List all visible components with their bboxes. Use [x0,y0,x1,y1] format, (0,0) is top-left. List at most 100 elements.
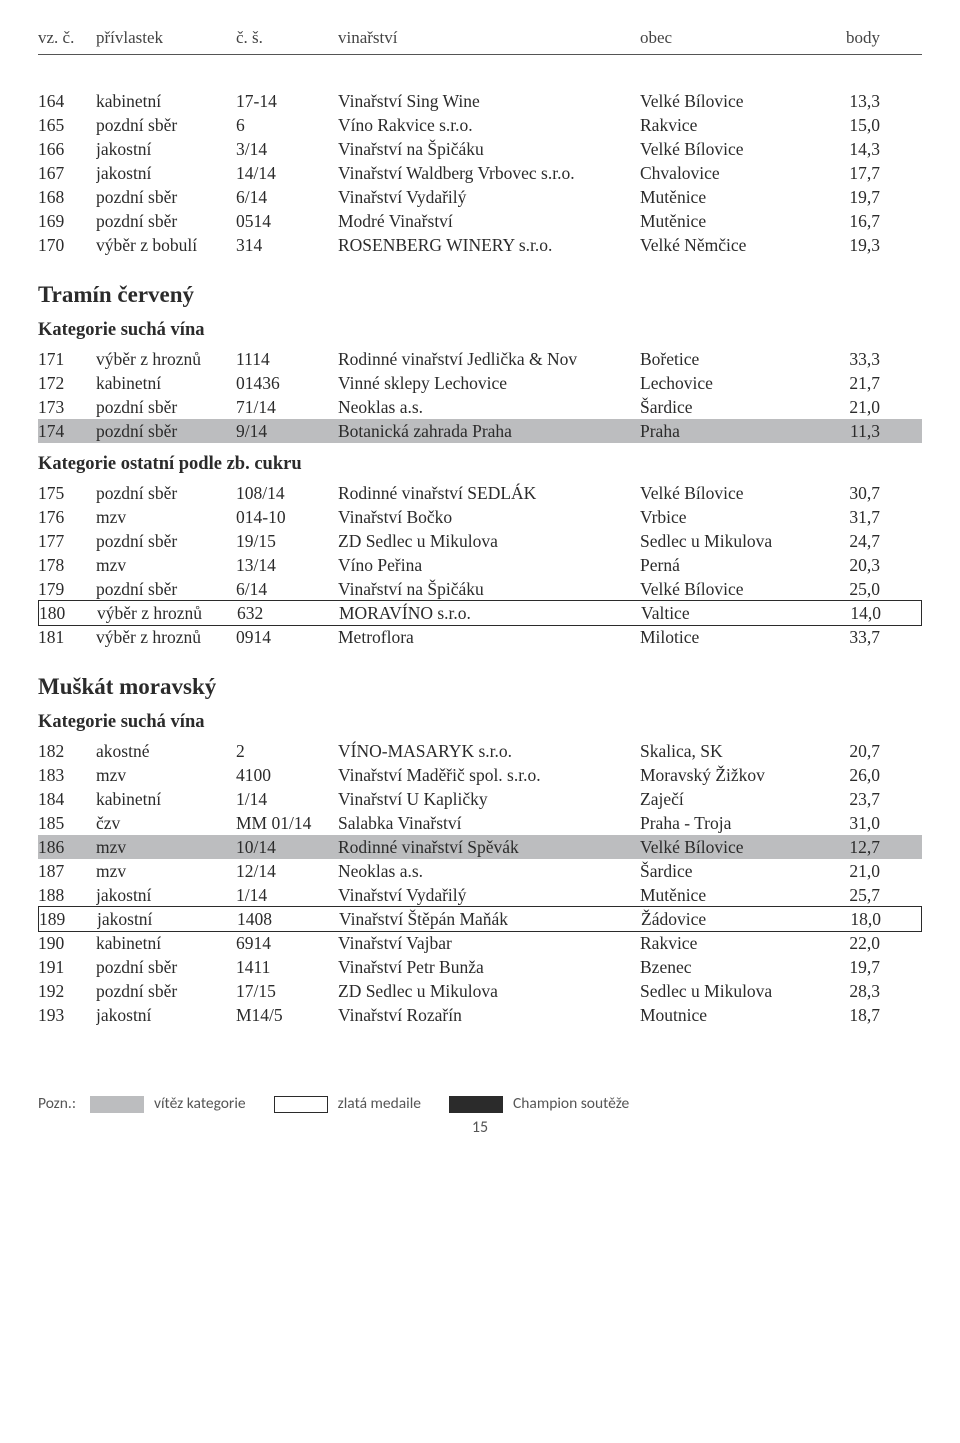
cell: 25,7 [820,885,880,906]
cell: Velké Bílovice [640,579,820,600]
cell: Vinařství Bočko [338,507,640,528]
cell: mzv [96,861,236,882]
table-row: 187mzv12/14Neoklas a.s.Šardice21,0 [38,859,922,883]
table-row: 193jakostníM14/5Vinařství RozařínMoutnic… [38,1003,922,1027]
cell: 174 [38,421,96,442]
cell: Neoklas a.s. [338,397,640,418]
cell: pozdní sběr [96,397,236,418]
cell: Mutěnice [640,885,820,906]
cell: 187 [38,861,96,882]
cell: 21,0 [820,397,880,418]
cell: Vrbice [640,507,820,528]
cell: Víno Rakvice s.r.o. [338,115,640,136]
cell: 182 [38,741,96,762]
cell: 19,3 [820,235,880,256]
table-row: 172kabinetní01436Vinné sklepy LechoviceL… [38,371,922,395]
cell: 164 [38,91,96,112]
cell: 186 [38,837,96,858]
cell: 170 [38,235,96,256]
cell: 6/14 [236,187,338,208]
cell: Neoklas a.s. [338,861,640,882]
cell: 1/14 [236,789,338,810]
cell: Rakvice [640,933,820,954]
cell: jakostní [96,163,236,184]
cell: pozdní sběr [96,579,236,600]
cell: 189 [39,909,97,930]
cell: 6914 [236,933,338,954]
cell: 167 [38,163,96,184]
cell: Chvalovice [640,163,820,184]
header-col-privlastek: přívlastek [96,28,236,48]
cell: pozdní sběr [96,187,236,208]
cell: 33,3 [820,349,880,370]
cell: 184 [38,789,96,810]
legend-swatch [274,1096,328,1113]
cell: výběr z hroznů [96,627,236,648]
table-row: 190kabinetní6914Vinařství VajbarRakvice2… [38,931,922,955]
cell: kabinetní [96,373,236,394]
table-header: vz. č. přívlastek č. š. vinařství obec b… [38,28,922,55]
table-row: 173pozdní sběr71/14Neoklas a.s.Šardice21… [38,395,922,419]
cell: 21,7 [820,373,880,394]
cell: MORAVÍNO s.r.o. [339,603,641,624]
table-row: 183mzv4100Vinařství Maděřič spol. s.r.o.… [38,763,922,787]
cell: výběr z bobulí [96,235,236,256]
cell: 1114 [236,349,338,370]
section-title: Tramín červený [38,281,922,309]
cell: 17,7 [820,163,880,184]
cell: jakostní [96,1005,236,1026]
cell: 1/14 [236,885,338,906]
cell: čzv [96,813,236,834]
cell: 01436 [236,373,338,394]
cell: 171 [38,349,96,370]
cell: 18,0 [821,909,881,930]
cell: ROSENBERG WINERY s.r.o. [338,235,640,256]
category-title: Kategorie suchá vína [38,319,922,341]
cell: Vinařství Štěpán Maňák [339,909,641,930]
cell: 165 [38,115,96,136]
cell: výběr z hroznů [97,603,237,624]
table-row: 191pozdní sběr1411Vinařství Petr BunžaBz… [38,955,922,979]
cell: mzv [96,555,236,576]
category-title: Kategorie suchá vína [38,711,922,733]
table-row: 185čzvMM 01/14Salabka VinařstvíPraha - T… [38,811,922,835]
table-row: 180výběr z hroznů632MORAVÍNO s.r.o.Valti… [38,600,922,626]
cell: 9/14 [236,421,338,442]
cell: 014-10 [236,507,338,528]
cell: Bzenec [640,957,820,978]
table-row: 167jakostní14/14Vinařství Waldberg Vrbov… [38,161,922,185]
cell: Vinařství Waldberg Vrbovec s.r.o. [338,163,640,184]
cell: 30,7 [820,483,880,504]
table-row: 168pozdní sběr6/14Vinařství VydařilýMutě… [38,185,922,209]
footer-label: Pozn.: [38,1095,76,1114]
cell: kabinetní [96,91,236,112]
cell: 314 [236,235,338,256]
cell: Vinařství na Špičáku [338,139,640,160]
cell: Vinařství Rozařín [338,1005,640,1026]
legend-swatch [449,1096,503,1113]
cell: pozdní sběr [96,421,236,442]
table-row: 177pozdní sběr19/15ZD Sedlec u MikulovaS… [38,529,922,553]
legend-text: vítěz kategorie [154,1094,246,1113]
cell: Vinařství Sing Wine [338,91,640,112]
table-row: 189jakostní1408Vinařství Štěpán MaňákŽád… [38,906,922,932]
cell: 25,0 [820,579,880,600]
cell: mzv [96,837,236,858]
cell: 2 [236,741,338,762]
cell: 24,7 [820,531,880,552]
cell: 18,7 [820,1005,880,1026]
cell: 20,3 [820,555,880,576]
cell: 1411 [236,957,338,978]
cell: Metroflora [338,627,640,648]
cell: mzv [96,765,236,786]
cell: Modré Vinařství [338,211,640,232]
cell: 26,0 [820,765,880,786]
cell: 191 [38,957,96,978]
cell: 173 [38,397,96,418]
cell: Perná [640,555,820,576]
category-title: Kategorie ostatní podle zb. cukru [38,453,922,475]
section-title: Muškát moravský [38,673,922,701]
cell: 181 [38,627,96,648]
cell: Velké Bílovice [640,91,820,112]
table-row: 181výběr z hroznů0914MetrofloraMilotice3… [38,625,922,649]
